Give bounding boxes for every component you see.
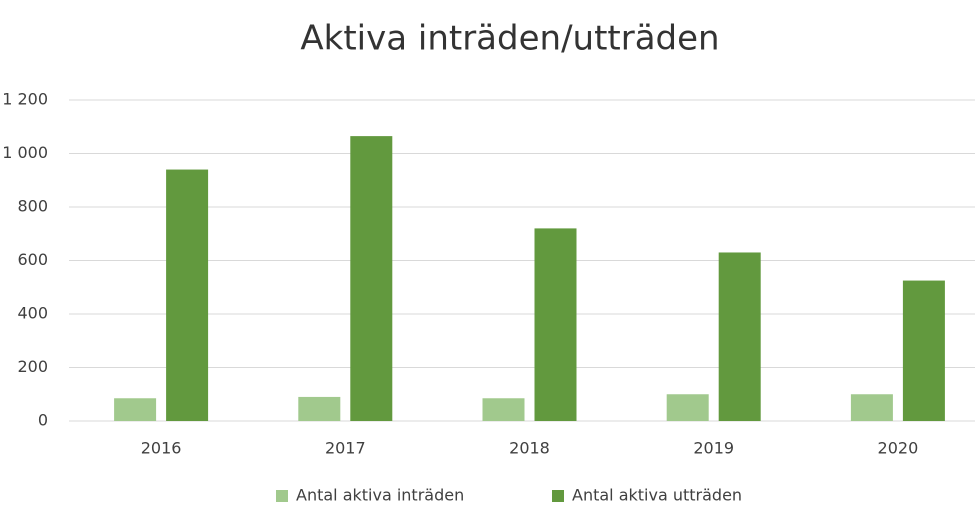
bar xyxy=(298,396,341,421)
bar xyxy=(350,136,393,422)
legend-label: Antal aktiva inträden xyxy=(296,486,464,505)
y-tick-label: 200 xyxy=(17,357,48,376)
y-tick-label: 800 xyxy=(17,197,48,216)
x-tick-label: 2018 xyxy=(509,439,550,458)
legend-label: Antal aktiva utträden xyxy=(572,486,742,505)
x-tick-label: 2016 xyxy=(141,439,182,458)
x-tick-label: 2019 xyxy=(693,439,734,458)
bar xyxy=(902,280,945,421)
bar xyxy=(850,394,893,421)
bar xyxy=(114,398,157,421)
chart-title: Aktiva inträden/utträden xyxy=(300,19,719,59)
bar xyxy=(482,398,525,421)
bar xyxy=(534,228,577,421)
y-tick-label: 400 xyxy=(17,304,48,323)
x-tick-label: 2017 xyxy=(325,439,366,458)
y-tick-label: 0 xyxy=(38,411,48,430)
legend-swatch xyxy=(552,490,564,502)
y-tick-label: 600 xyxy=(17,250,48,269)
y-tick-label: 1 000 xyxy=(2,143,48,162)
bar xyxy=(666,394,709,421)
x-tick-label: 2020 xyxy=(878,439,919,458)
y-tick-label: 1 200 xyxy=(2,90,48,109)
bar xyxy=(718,252,761,421)
legend-swatch xyxy=(276,490,288,502)
bar xyxy=(166,169,209,421)
